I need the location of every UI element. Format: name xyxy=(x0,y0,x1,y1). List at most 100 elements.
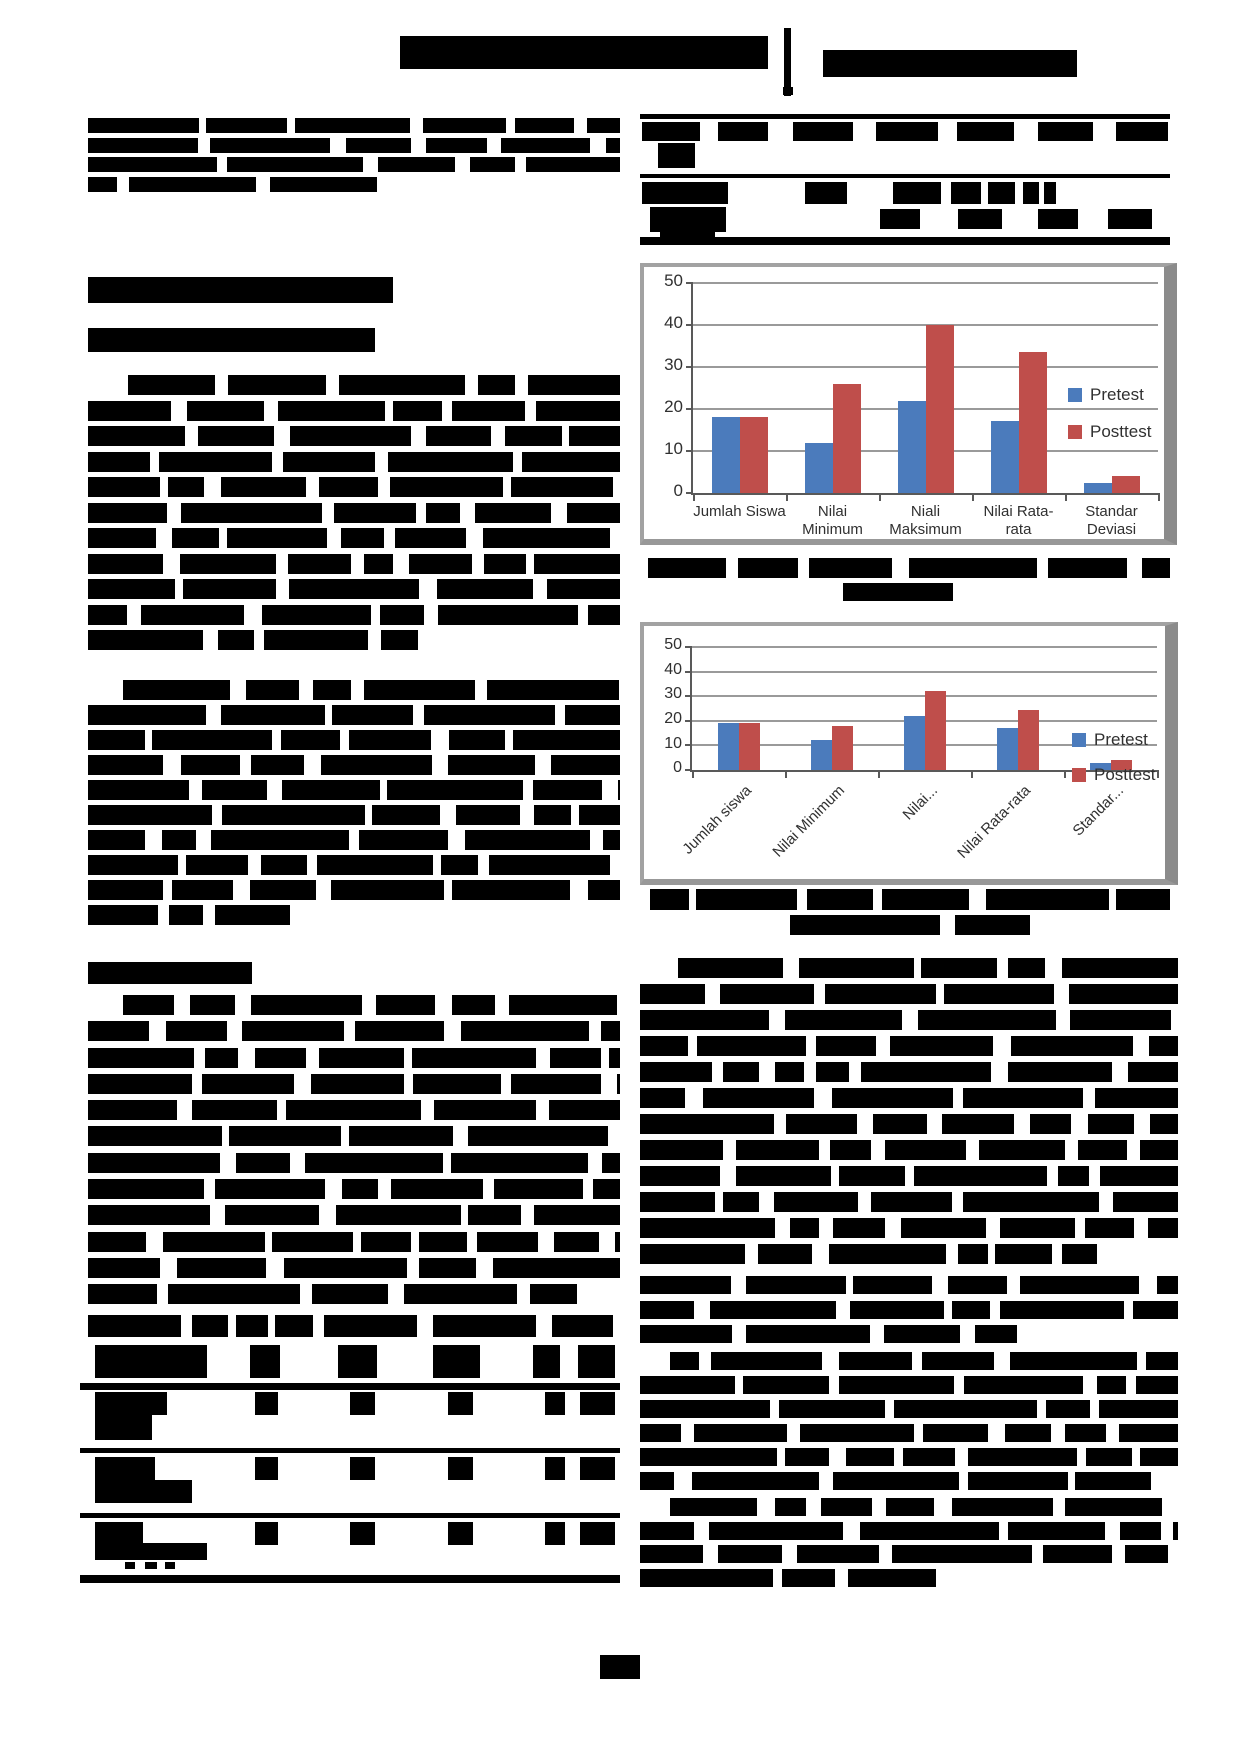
redacted-line xyxy=(640,1276,1178,1294)
redacted-table-cell xyxy=(125,1562,135,1569)
redacted-line xyxy=(88,1179,620,1200)
x-axis-tick xyxy=(1064,770,1066,778)
redacted-paragraph xyxy=(640,958,1178,1270)
legend-swatch-posttest xyxy=(1068,425,1082,439)
journal-title-redacted xyxy=(400,36,768,69)
redacted-line xyxy=(88,780,620,800)
y-axis-line xyxy=(690,647,692,772)
bar-pretest xyxy=(1089,762,1111,770)
redacted-line xyxy=(88,1021,620,1042)
redacted-line xyxy=(88,805,620,825)
bar-posttest xyxy=(1111,476,1140,493)
redacted-table-cell xyxy=(1038,209,1078,229)
redacted-line xyxy=(640,1140,1178,1160)
redacted-line xyxy=(88,1205,620,1226)
redacted-line xyxy=(88,1126,620,1147)
bar-pretest xyxy=(711,417,740,493)
redacted-line xyxy=(640,1472,1152,1490)
redacted-line xyxy=(88,1073,620,1094)
redacted-table-cell xyxy=(448,1522,473,1545)
redacted-table-cell xyxy=(95,1392,167,1415)
y-axis-tick-label: 50 xyxy=(664,271,683,291)
redacted-figure-caption xyxy=(648,558,1170,582)
redacted-line xyxy=(640,1568,936,1587)
x-axis-tick xyxy=(878,770,880,778)
bar-posttest xyxy=(1110,760,1132,770)
redacted-table-cell xyxy=(1023,182,1039,204)
redacted-line xyxy=(640,1424,1178,1442)
redacted-table-cell xyxy=(350,1392,375,1415)
legend-label-posttest: Posttest xyxy=(1094,765,1156,784)
redacted-subsection-heading xyxy=(88,328,375,352)
redacted-line xyxy=(678,958,1178,978)
redacted-table-cell xyxy=(250,1345,280,1378)
y-axis-tick-label: 0 xyxy=(673,481,683,501)
y-axis-tick xyxy=(686,450,693,452)
redacted-table-cell xyxy=(545,1522,565,1545)
redacted-table-cell xyxy=(255,1392,278,1415)
category-label: Niali Maksimum xyxy=(889,503,962,539)
bar-posttest xyxy=(738,723,760,770)
bar-posttest xyxy=(831,725,853,770)
x-axis-tick xyxy=(786,493,788,501)
x-axis-tick xyxy=(1065,493,1067,501)
redacted-table-cell xyxy=(1044,182,1056,204)
bar-pretest xyxy=(990,420,1019,493)
x-axis-tick xyxy=(971,770,973,778)
category-label: Nilai Rata-rata xyxy=(983,503,1054,539)
redacted-table-cell xyxy=(876,122,938,141)
redacted-line xyxy=(640,1448,1178,1466)
category-label: Jumlah Siswa xyxy=(693,503,786,520)
redacted-section-heading xyxy=(88,277,393,303)
redacted-paragraph xyxy=(88,118,620,196)
bar-pretest xyxy=(996,728,1018,770)
header-divider xyxy=(784,28,791,96)
x-axis-tick xyxy=(972,493,974,501)
redacted-line xyxy=(670,1352,1178,1370)
redacted-line xyxy=(88,1152,620,1173)
redacted-line xyxy=(88,604,620,625)
redacted-table-cell xyxy=(338,1345,377,1378)
gridline xyxy=(693,282,1158,284)
x-axis-tick xyxy=(1157,770,1159,778)
redacted-table-cell xyxy=(350,1522,375,1545)
x-axis-tick xyxy=(693,493,695,501)
redacted-line xyxy=(88,1284,578,1305)
category-label: Nilai Minimum xyxy=(802,503,863,539)
redacted-line xyxy=(640,1376,1178,1394)
journal-issue-redacted xyxy=(823,50,1077,77)
redacted-line xyxy=(88,400,620,421)
redacted-table-cell xyxy=(95,1522,143,1543)
y-axis-line xyxy=(691,283,693,495)
y-axis-tick xyxy=(686,324,693,326)
redacted-table-cell xyxy=(958,209,1002,229)
y-axis-tick xyxy=(686,492,693,494)
x-axis-tick xyxy=(879,493,881,501)
redacted-line xyxy=(88,630,418,650)
redacted-table-cell xyxy=(95,1345,207,1378)
redacted-table-cell xyxy=(642,182,728,204)
redacted-table-cell xyxy=(660,225,715,237)
bar-posttest xyxy=(739,417,768,493)
redacted-line xyxy=(640,1192,1178,1212)
table-rule xyxy=(640,114,1170,119)
y-axis-tick xyxy=(686,408,693,410)
bar-posttest xyxy=(925,325,954,493)
redacted-line xyxy=(88,1257,620,1278)
redacted-table-cell xyxy=(988,182,1015,204)
redacted-table-cell xyxy=(951,182,981,204)
redacted-table-cell xyxy=(255,1522,278,1545)
redacted-line xyxy=(88,880,620,900)
redacted-line xyxy=(640,1218,1178,1238)
y-axis-tick-label: 30 xyxy=(664,685,682,703)
redacted-figure-caption xyxy=(955,915,1030,935)
redacted-paragraph xyxy=(88,375,620,656)
y-axis-tick-label: 30 xyxy=(664,355,683,375)
redacted-table-caption xyxy=(88,1315,615,1341)
redacted-line xyxy=(88,830,620,850)
redacted-line xyxy=(88,502,620,523)
bar-posttest xyxy=(1017,709,1039,770)
redacted-line xyxy=(88,477,620,497)
redacted-line xyxy=(650,889,1170,910)
pretest-posttest-bar-chart-2: 0 10 20 30 40 50 Jumlah siswa Nilai Minimum Nila… xyxy=(640,622,1178,885)
